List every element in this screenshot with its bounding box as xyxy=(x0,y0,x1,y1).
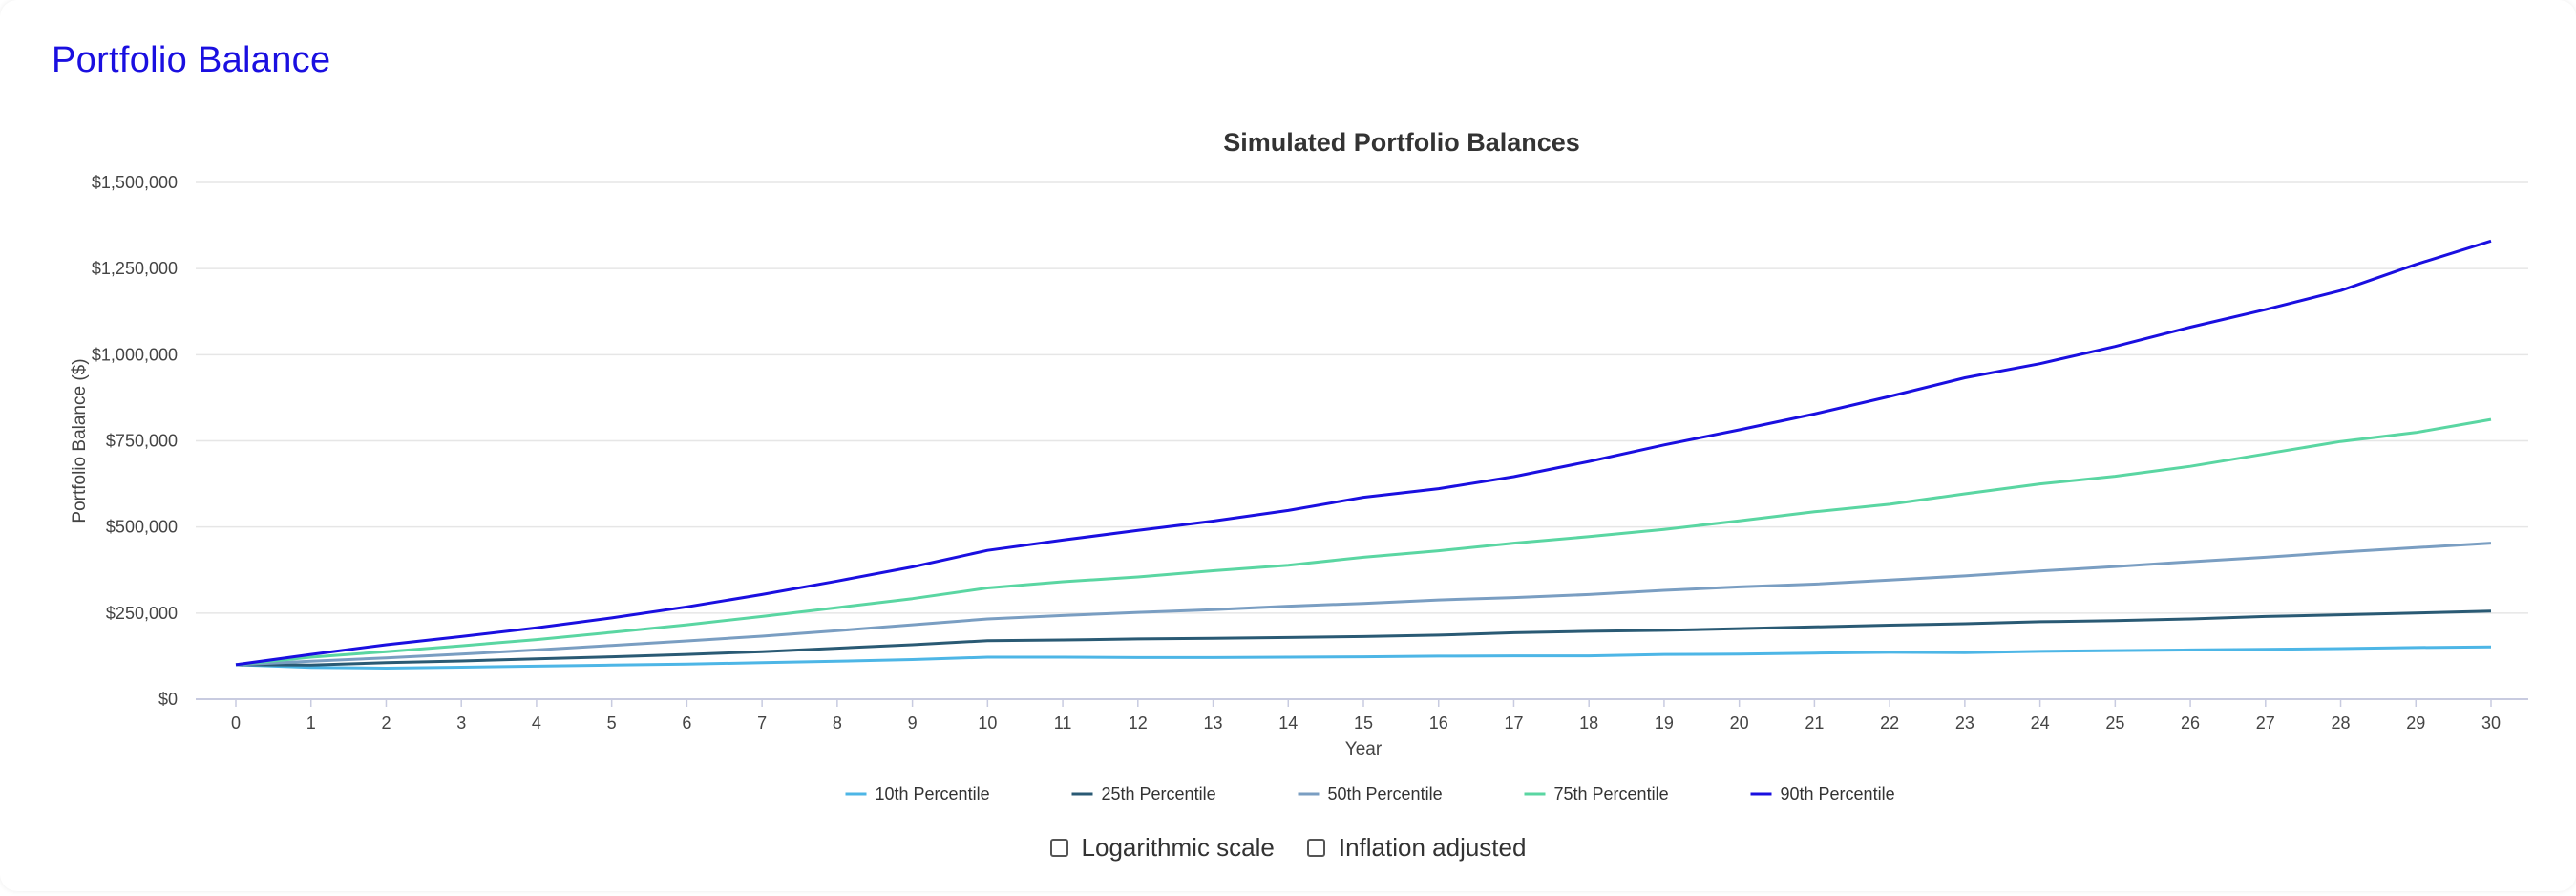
log-scale-toggle[interactable]: Logarithmic scale xyxy=(1049,833,1275,863)
x-tick-label: 21 xyxy=(1805,714,1824,733)
x-tick-label: 8 xyxy=(833,714,842,733)
x-tick-label: 18 xyxy=(1579,714,1598,733)
section-title: Portfolio Balance xyxy=(52,40,331,80)
x-tick-label: 14 xyxy=(1278,714,1298,733)
x-tick-label: 22 xyxy=(1880,714,1899,733)
x-tick-label: 12 xyxy=(1129,714,1148,733)
legend-label-2: 25th Percentile xyxy=(1102,784,1216,803)
y-tick-label: $1,250,000 xyxy=(92,259,178,278)
y-tick-label: $500,000 xyxy=(106,518,178,537)
x-tick-label: 27 xyxy=(2256,714,2275,733)
x-tick-label: 29 xyxy=(2406,714,2425,733)
x-tick-label: 5 xyxy=(607,714,617,733)
x-tick-label: 7 xyxy=(757,714,767,733)
series-line-2 xyxy=(235,609,2492,667)
inflation-adjusted-toggle[interactable]: Inflation adjusted xyxy=(1306,833,1527,863)
legend-label-5: 90th Percentile xyxy=(1781,784,1895,803)
legend-label-1: 10th Percentile xyxy=(876,784,990,803)
series-line-5 xyxy=(235,239,2492,667)
x-tick-label: 15 xyxy=(1354,714,1373,733)
inflation-adjusted-label: Inflation adjusted xyxy=(1338,833,1527,862)
series-line-4 xyxy=(235,417,2492,667)
chart-title: Simulated Portfolio Balances xyxy=(1223,128,1580,157)
x-tick-label: 23 xyxy=(1955,714,1974,733)
x-tick-label: 26 xyxy=(2181,714,2200,733)
y-axis-label: Portfolio Balance ($) xyxy=(70,358,90,523)
chart-controls: Logarithmic scale Inflation adjusted xyxy=(0,833,2576,863)
x-tick-label: 19 xyxy=(1655,714,1674,733)
x-tick-label: 4 xyxy=(532,714,541,733)
x-tick-label: 9 xyxy=(908,714,918,733)
series-line-1 xyxy=(235,645,2492,670)
x-tick-label: 11 xyxy=(1054,714,1072,733)
y-tick-label: $1,500,000 xyxy=(92,173,178,192)
y-tick-label: $750,000 xyxy=(106,432,178,451)
y-tick-label: $0 xyxy=(158,690,178,709)
log-scale-checkbox[interactable] xyxy=(1049,839,1068,857)
x-tick-label: 3 xyxy=(456,714,466,733)
x-tick-label: 28 xyxy=(2332,714,2351,733)
x-tick-label: 16 xyxy=(1429,714,1448,733)
legend-label-4: 75th Percentile xyxy=(1554,784,1669,803)
y-tick-label: $250,000 xyxy=(106,604,178,623)
log-scale-label: Logarithmic scale xyxy=(1081,833,1275,862)
series-line-3 xyxy=(235,542,2492,667)
x-tick-label: 20 xyxy=(1730,714,1749,733)
x-tick-label: 1 xyxy=(306,714,316,733)
legend-label-3: 50th Percentile xyxy=(1328,784,1443,803)
x-tick-label: 25 xyxy=(2105,714,2124,733)
x-tick-label: 0 xyxy=(231,714,241,733)
x-tick-label: 30 xyxy=(2481,714,2501,733)
x-tick-label: 10 xyxy=(978,714,997,733)
x-tick-label: 17 xyxy=(1504,714,1523,733)
x-axis-label: Year xyxy=(1345,739,1383,759)
inflation-adjusted-checkbox[interactable] xyxy=(1306,839,1325,857)
x-tick-label: 6 xyxy=(682,714,691,733)
x-tick-label: 13 xyxy=(1204,714,1223,733)
x-tick-label: 2 xyxy=(381,714,391,733)
x-tick-label: 24 xyxy=(2031,714,2050,733)
y-tick-label: $1,000,000 xyxy=(92,345,178,364)
